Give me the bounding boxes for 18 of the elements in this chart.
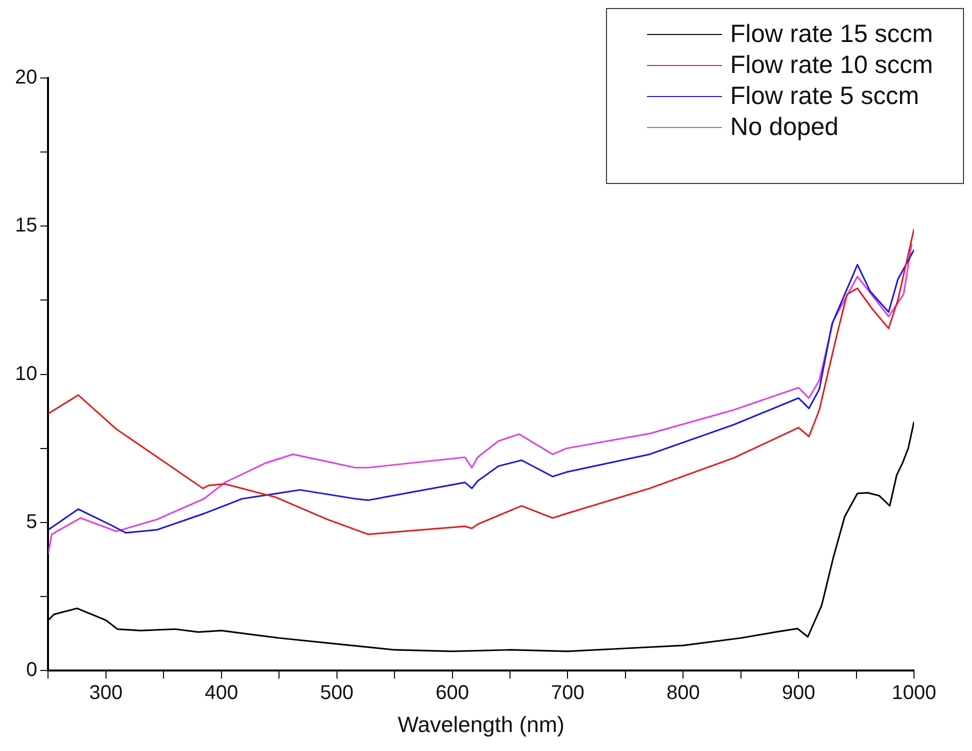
x-tick-label: 300 <box>89 682 123 704</box>
x-tick-label: 700 <box>551 682 584 704</box>
legend-label: Flow rate 15 sccm <box>730 20 933 49</box>
y-tick-label: 20 <box>14 66 38 89</box>
legend-label: Flow rate 5 sccm <box>730 82 920 111</box>
x-axis-title: Wavelength (nm) <box>398 712 564 737</box>
y-tick-label: 10 <box>14 362 38 385</box>
legend-label: No doped <box>730 113 839 142</box>
x-tick-label: 900 <box>782 682 816 704</box>
y-tick-label: 15 <box>14 214 38 237</box>
x-tick-label: 600 <box>436 682 469 704</box>
x-tick-label: 500 <box>320 682 354 704</box>
y-tick-label: 5 <box>26 510 38 533</box>
x-tick-label: 800 <box>666 682 700 704</box>
y-tick-label: 0 <box>26 659 38 682</box>
x-tick-label: 1000 <box>892 682 936 704</box>
x-tick-label: 400 <box>204 682 238 704</box>
legend-label: Flow rate 10 sccm <box>730 51 933 80</box>
